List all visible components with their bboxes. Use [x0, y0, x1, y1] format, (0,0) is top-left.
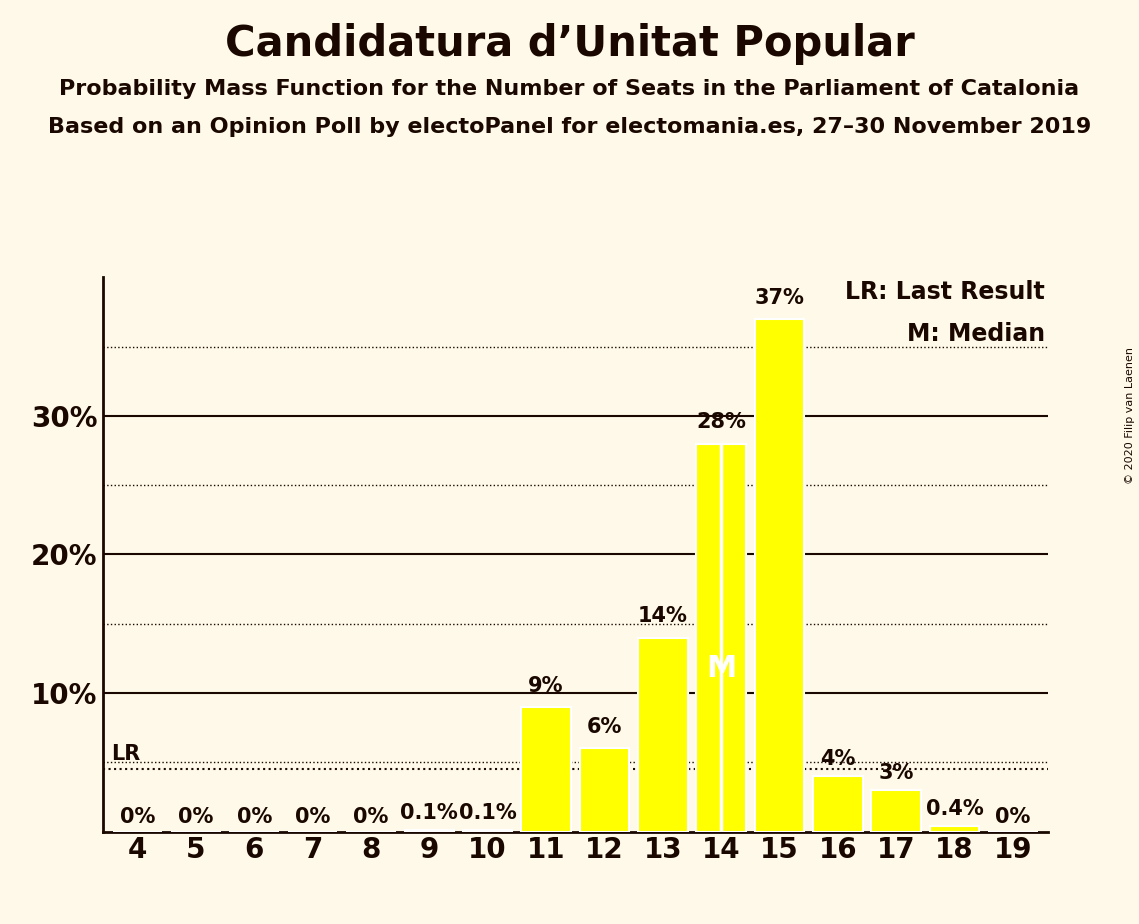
Text: M: M [706, 654, 736, 683]
Text: © 2020 Filip van Laenen: © 2020 Filip van Laenen [1125, 347, 1134, 484]
Text: M: Median: M: Median [907, 322, 1044, 346]
Bar [755, 319, 804, 832]
Bar [404, 830, 454, 832]
Text: 0%: 0% [295, 808, 330, 828]
Bar [871, 790, 921, 832]
Text: LR: LR [112, 744, 140, 763]
Text: 37%: 37% [754, 287, 804, 308]
Bar [580, 748, 629, 832]
Text: 6%: 6% [587, 717, 622, 737]
Text: 3%: 3% [878, 763, 913, 784]
Text: 0%: 0% [353, 808, 388, 828]
Text: 14%: 14% [638, 606, 688, 626]
Text: Candidatura d’Unitat Popular: Candidatura d’Unitat Popular [224, 23, 915, 65]
Text: 9%: 9% [528, 675, 564, 696]
Text: 0%: 0% [237, 808, 272, 828]
Bar [462, 830, 513, 832]
Text: 0.1%: 0.1% [401, 803, 458, 823]
Bar [929, 826, 980, 832]
Text: 4%: 4% [820, 749, 855, 769]
Text: 0.4%: 0.4% [926, 799, 983, 819]
Text: 28%: 28% [696, 412, 746, 432]
Bar [696, 444, 746, 832]
Text: Probability Mass Function for the Number of Seats in the Parliament of Catalonia: Probability Mass Function for the Number… [59, 79, 1080, 99]
Text: Based on an Opinion Poll by electoPanel for electomania.es, 27–30 November 2019: Based on an Opinion Poll by electoPanel … [48, 117, 1091, 138]
Text: 0%: 0% [178, 808, 214, 828]
Text: 0.1%: 0.1% [459, 803, 516, 823]
Bar [522, 707, 571, 832]
Bar [813, 776, 862, 832]
Bar [638, 638, 688, 832]
Text: LR: Last Result: LR: Last Result [845, 280, 1044, 304]
Text: 0%: 0% [120, 808, 155, 828]
Text: 0%: 0% [995, 808, 1031, 828]
